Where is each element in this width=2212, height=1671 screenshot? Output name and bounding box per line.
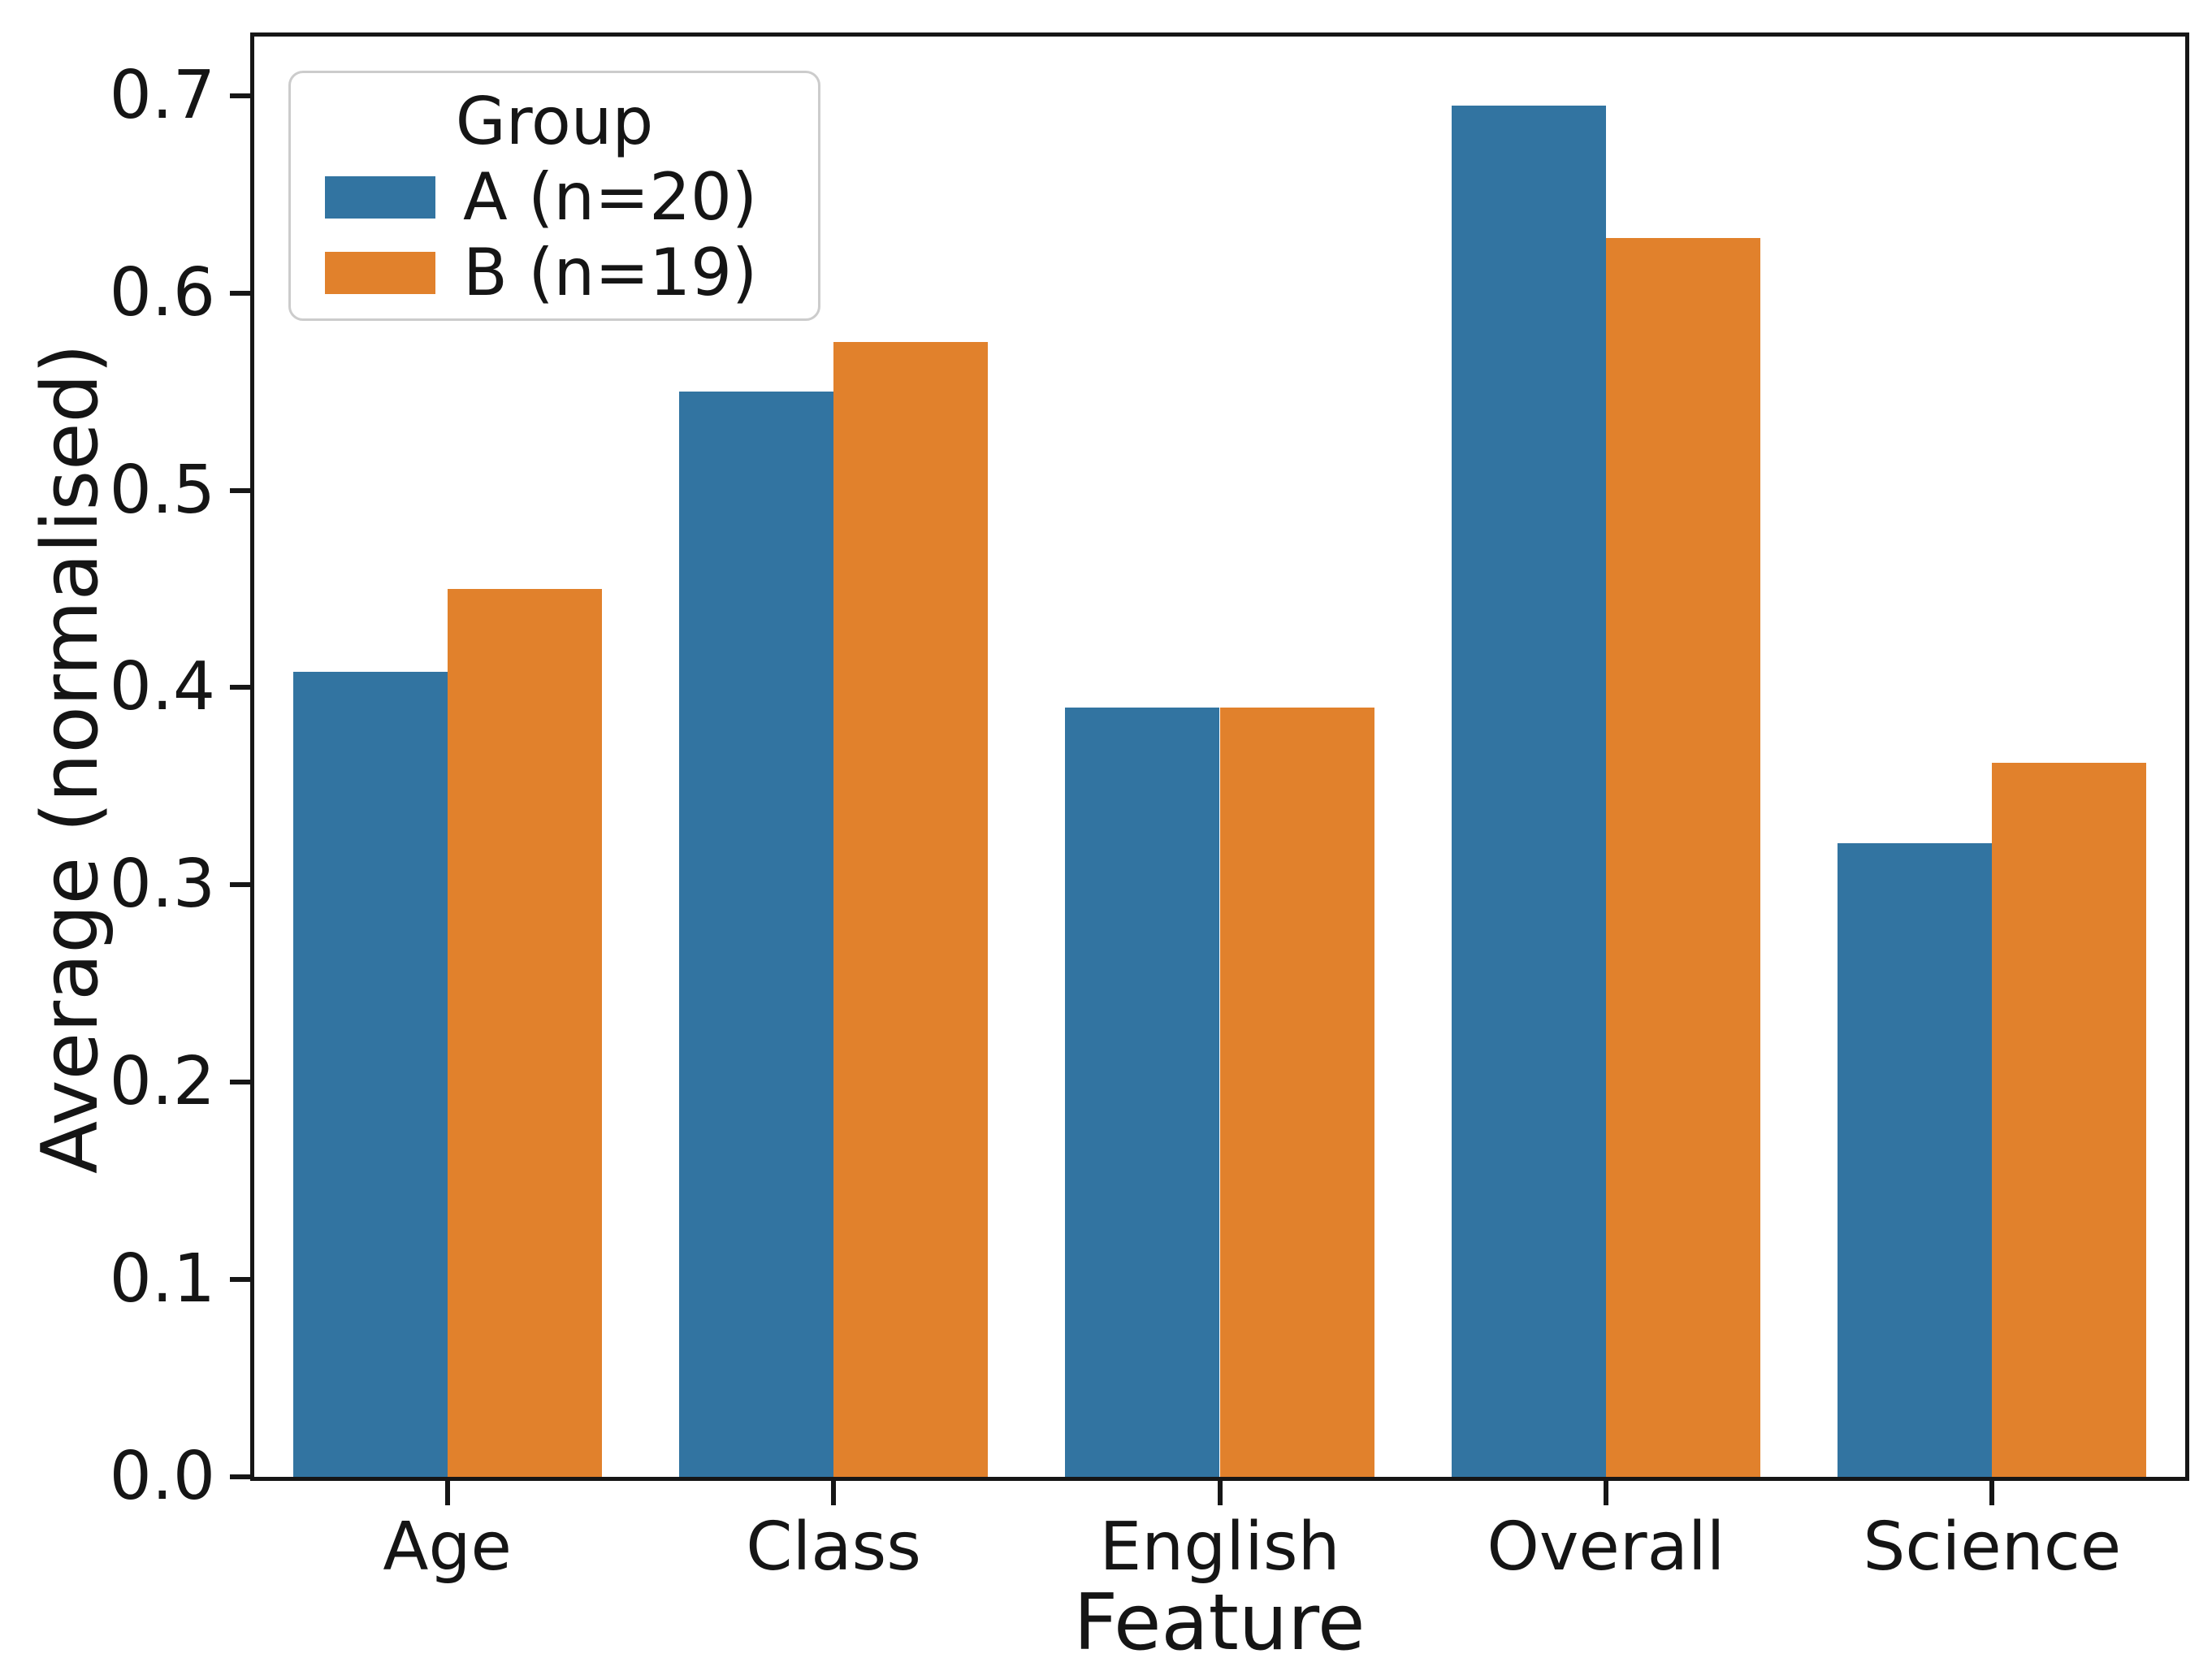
x-tick-label-science: Science	[1863, 1509, 2122, 1586]
y-tick-mark-0.5	[230, 487, 254, 493]
y-tick-mark-0.4	[230, 685, 254, 690]
y-tick-label-0.6: 0.6	[109, 253, 215, 331]
x-axis-label: Feature	[1073, 1578, 1366, 1668]
bar-english-a	[1065, 707, 1220, 1477]
bar-age-b	[447, 589, 602, 1477]
x-tick-mark-science	[1989, 1481, 1995, 1505]
x-tick-label-class: Class	[746, 1509, 921, 1586]
y-tick-label-0.3: 0.3	[109, 846, 215, 924]
bar-class-a	[678, 392, 834, 1477]
legend-label-group-b: B (n=19)	[463, 234, 758, 310]
y-tick-label-0.7: 0.7	[109, 56, 215, 134]
legend-item-group-a: A (n=20)	[307, 159, 802, 235]
bar-science-a	[1838, 843, 1993, 1477]
bar-class-b	[833, 342, 989, 1477]
bar-overall-b	[1605, 237, 1761, 1477]
y-tick-label-0.0: 0.0	[109, 1438, 215, 1515]
y-tick-mark-0.7	[230, 93, 254, 98]
x-tick-mark-overall	[1603, 1481, 1608, 1505]
legend-swatch-group-a	[325, 175, 435, 219]
bar-overall-a	[1451, 106, 1606, 1477]
legend: Group A (n=20) B (n=19)	[288, 71, 820, 321]
y-axis-label: Average (normalised)	[26, 344, 115, 1174]
bar-science-b	[1992, 762, 2147, 1477]
y-tick-mark-0.2	[230, 1080, 254, 1085]
x-tick-mark-english	[1217, 1481, 1223, 1505]
y-tick-label-0.1: 0.1	[109, 1240, 215, 1318]
y-tick-mark-0.3	[230, 882, 254, 888]
legend-item-group-b: B (n=19)	[307, 235, 802, 310]
x-tick-mark-age	[444, 1481, 450, 1505]
y-tick-label-0.5: 0.5	[109, 451, 215, 529]
y-tick-label-0.2: 0.2	[109, 1043, 215, 1121]
x-tick-label-overall: Overall	[1487, 1509, 1725, 1586]
legend-title: Group	[455, 84, 654, 159]
y-tick-mark-0.1	[230, 1277, 254, 1283]
x-tick-label-english: English	[1099, 1509, 1340, 1586]
y-tick-mark-0.6	[230, 290, 254, 296]
y-tick-mark-0.0	[230, 1474, 254, 1479]
legend-label-group-a: A (n=20)	[463, 158, 758, 235]
x-tick-mark-class	[831, 1481, 837, 1505]
legend-swatch-group-b	[325, 251, 435, 294]
y-tick-label-0.4: 0.4	[109, 648, 215, 726]
bar-age-a	[292, 672, 448, 1477]
x-tick-label-age: Age	[383, 1509, 512, 1586]
bar-english-b	[1219, 707, 1374, 1477]
